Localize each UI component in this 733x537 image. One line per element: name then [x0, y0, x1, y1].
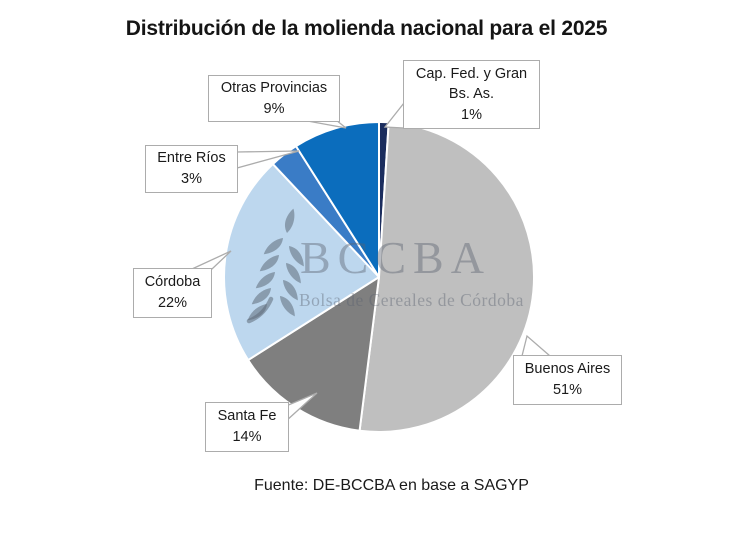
- pie-slice-buenos-aires: [358, 121, 535, 434]
- callout-label: Cap. Fed. y Gran Bs. As.: [415, 65, 528, 103]
- callout-label: Santa Fe: [217, 408, 277, 425]
- watermark-name: Bolsa de Cereales de Córdoba: [299, 290, 524, 310]
- callout-pointer-cap-fed: [383, 101, 405, 129]
- callout-value: 14%: [232, 429, 262, 445]
- watermark-acronym: BCCBA: [300, 232, 491, 283]
- callout-pointers: [191, 101, 552, 423]
- pie-slice-otras-provincias: [294, 121, 380, 278]
- bccba-watermark: BCCBA Bolsa de Cereales de Córdoba: [246, 208, 524, 324]
- callout-value: 3%: [181, 171, 202, 187]
- callout-label: Entre Ríos: [157, 150, 226, 167]
- callout-value: 22%: [157, 295, 188, 311]
- callout-cap-fed: Cap. Fed. y Gran Bs. As. 1%: [403, 60, 540, 129]
- source-note: Fuente: DE-BCCBA en base a SAGYP: [254, 477, 529, 494]
- wheat-icon: [246, 208, 304, 324]
- callout-value: 9%: [263, 100, 285, 117]
- callout-value: 51%: [552, 382, 583, 398]
- callout-label: Buenos Aires: [524, 361, 611, 378]
- callout-label: Otras Provincias: [220, 79, 328, 96]
- callout-santa-fe: Santa Fe 14%: [205, 402, 289, 452]
- chart-title: Distribución de la molienda nacional par…: [125, 17, 608, 40]
- callout-entre-rios: Entre Ríos 3%: [145, 145, 238, 193]
- callout-label: Córdoba: [144, 274, 201, 291]
- callout-pointer-buenos-aires: [521, 334, 552, 357]
- callout-buenos-aires: Buenos Aires 51%: [513, 355, 622, 405]
- callout-value: 1%: [461, 106, 482, 123]
- callout-cordoba: Córdoba 22%: [133, 268, 212, 318]
- callout-otras-provincias: Otras Provincias 9%: [208, 75, 340, 122]
